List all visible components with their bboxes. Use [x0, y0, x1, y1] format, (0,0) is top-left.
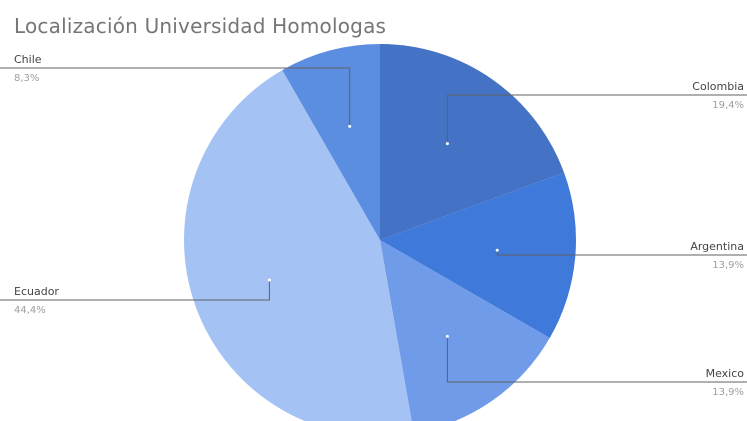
slice-value-chile: 8,3% [14, 73, 39, 84]
slice-label-chile: Chile [14, 53, 42, 66]
slice-labels: Colombia 19,4% Argentina 13,9% Mexico 13,9% Ec… [14, 53, 744, 398]
leader-line-chile [0, 67, 351, 127]
leader-anchor-chile [348, 124, 352, 128]
slice-label-ecuador: Ecuador [14, 285, 59, 298]
leader-anchor-colombia [445, 142, 449, 146]
slice-label-argentina: Argentina [690, 240, 744, 253]
slice-value-ecuador: 44,4% [14, 305, 46, 316]
pie-slice-colombia [380, 44, 565, 240]
slice-value-mexico: 13,9% [712, 387, 744, 398]
pie-slice-ecuador [184, 70, 412, 421]
leader-line-mexico [446, 336, 747, 383]
leader-line-colombia [446, 94, 747, 144]
slice-label-colombia: Colombia [692, 80, 744, 93]
leader-anchor-mexico [445, 334, 449, 338]
slice-value-argentina: 13,9% [712, 260, 744, 271]
leader-lines [0, 67, 747, 383]
leader-line-ecuador [0, 280, 270, 301]
leader-anchor-argentina [495, 248, 499, 252]
pie-slice-argentina [380, 172, 576, 338]
leader-line-argentina [496, 250, 747, 256]
leader-anchor-ecuador [267, 278, 271, 282]
slice-value-colombia: 19,4% [712, 100, 744, 111]
pie-slices [184, 44, 576, 421]
chart-title: Localización Universidad Homologas [14, 14, 387, 38]
pie-slice-chile [282, 44, 380, 240]
slice-label-mexico: Mexico [706, 367, 745, 380]
pie-slice-mexico [380, 240, 550, 421]
